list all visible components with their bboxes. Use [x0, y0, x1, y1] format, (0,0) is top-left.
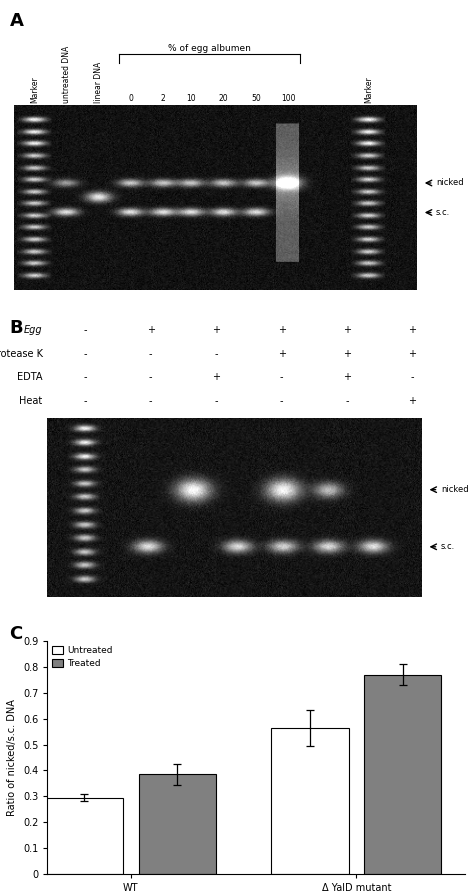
- Text: +: +: [409, 325, 416, 335]
- Text: Heat: Heat: [19, 396, 43, 406]
- Text: C: C: [9, 625, 23, 643]
- Text: nicked: nicked: [436, 178, 464, 187]
- Text: -: -: [149, 396, 153, 406]
- Text: 100: 100: [281, 93, 295, 103]
- Text: +: +: [409, 349, 416, 359]
- Text: Marker: Marker: [365, 76, 373, 103]
- Text: +: +: [212, 372, 220, 383]
- Text: -: -: [83, 396, 87, 406]
- Text: linear DNA: linear DNA: [94, 61, 103, 103]
- Text: 2: 2: [161, 93, 166, 103]
- Text: s.c.: s.c.: [436, 208, 450, 217]
- Text: -: -: [83, 372, 87, 383]
- Text: +: +: [409, 396, 416, 406]
- Text: -: -: [83, 349, 87, 359]
- Text: +: +: [278, 325, 285, 335]
- Text: -: -: [345, 396, 349, 406]
- Text: s.c.: s.c.: [441, 542, 455, 551]
- Text: -: -: [149, 372, 153, 383]
- Text: +: +: [343, 372, 351, 383]
- Text: +: +: [343, 349, 351, 359]
- Text: 0: 0: [128, 93, 134, 103]
- Text: -: -: [83, 325, 87, 335]
- Text: -: -: [214, 349, 218, 359]
- Text: -: -: [214, 396, 218, 406]
- Text: -: -: [280, 372, 283, 383]
- Text: +: +: [278, 349, 285, 359]
- Text: -: -: [280, 396, 283, 406]
- Text: -: -: [149, 349, 153, 359]
- Text: Marker: Marker: [30, 76, 39, 103]
- Text: B: B: [9, 319, 23, 337]
- Text: 50: 50: [251, 93, 261, 103]
- Text: nicked: nicked: [441, 485, 468, 495]
- Text: 20: 20: [219, 93, 228, 103]
- Text: Protease K: Protease K: [0, 349, 43, 359]
- Text: 10: 10: [187, 93, 196, 103]
- Text: untreated DNA: untreated DNA: [62, 46, 71, 103]
- Text: A: A: [9, 12, 23, 30]
- Text: +: +: [147, 325, 155, 335]
- Text: % of egg albumen: % of egg albumen: [168, 44, 251, 53]
- Text: +: +: [212, 325, 220, 335]
- Text: -: -: [410, 372, 414, 383]
- Text: +: +: [343, 325, 351, 335]
- Text: Egg: Egg: [24, 325, 43, 335]
- Text: EDTA: EDTA: [17, 372, 43, 383]
